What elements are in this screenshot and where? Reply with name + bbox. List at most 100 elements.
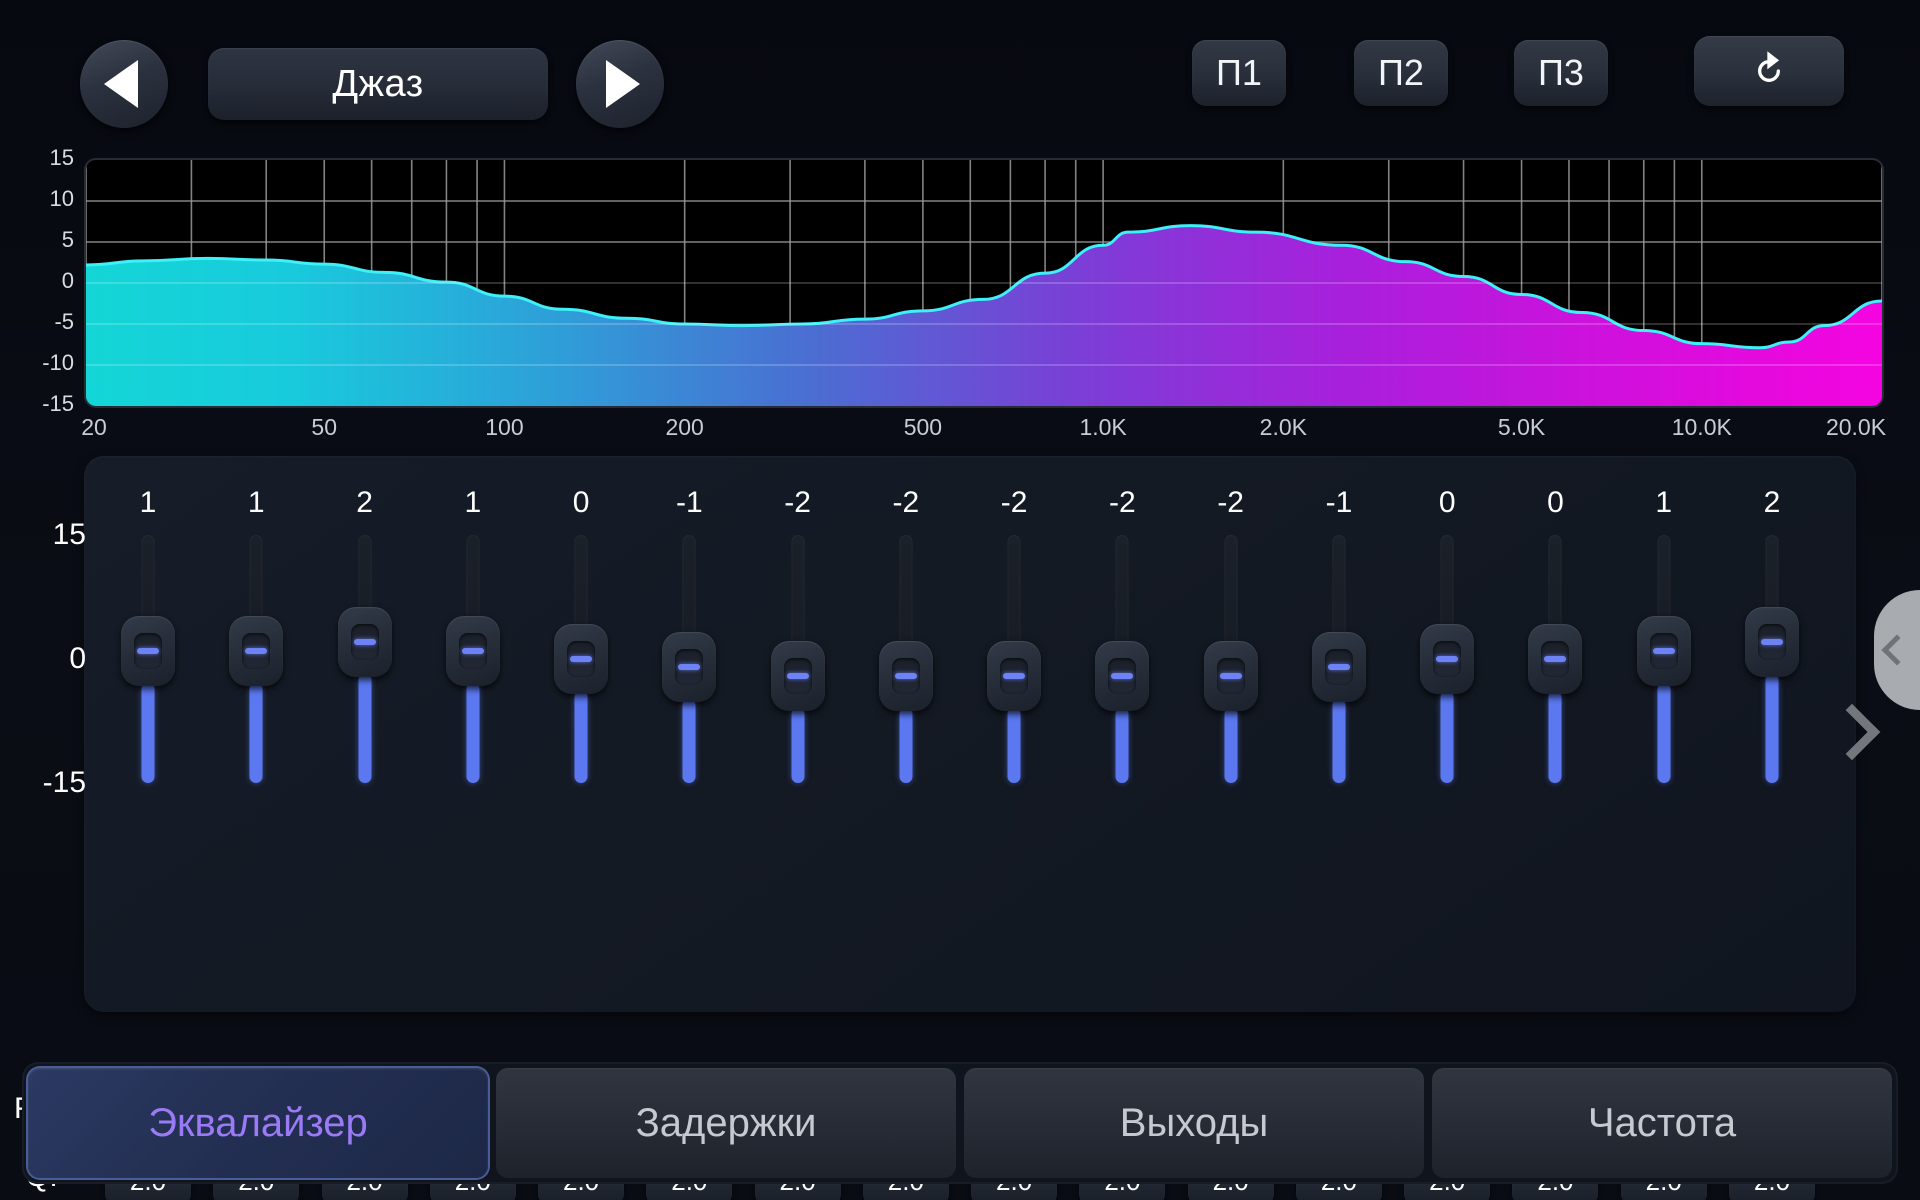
slider-fill	[1224, 707, 1238, 783]
slider-fill	[899, 707, 913, 783]
slider-thumb[interactable]	[445, 615, 500, 686]
slider-fill	[1657, 682, 1671, 783]
next-preset-button[interactable]	[576, 40, 664, 128]
slider-thumb[interactable]	[662, 632, 717, 703]
x-tick-label: 10.0K	[1671, 414, 1732, 440]
x-tick-label: 2.0K	[1259, 414, 1307, 440]
preset-slot-2-button[interactable]: П2	[1354, 40, 1448, 106]
slider-thumb[interactable]	[1311, 632, 1366, 703]
slider-fill	[1115, 707, 1129, 783]
frequency-response-plot	[84, 158, 1884, 408]
x-tick-label: 50	[311, 414, 338, 440]
gain-value: -1	[1325, 486, 1353, 519]
slider-fill	[682, 699, 696, 783]
slider-fill	[1548, 691, 1562, 783]
left-triangle-icon	[104, 60, 138, 108]
slider-thumb[interactable]	[554, 624, 609, 694]
graph-y-axis-labels: 15 10 5 0 -5 -10 -15	[10, 145, 76, 416]
eq-slider[interactable]	[1417, 535, 1477, 783]
graph-x-axis-labels: 20 50 100 200 500 1.0K 2.0K 5.0K 10.0K 20.0K	[0, 414, 1920, 448]
slider-thumb[interactable]	[987, 640, 1042, 711]
slider-fill	[1440, 691, 1454, 783]
slider-thumb[interactable]	[770, 640, 825, 711]
refresh-icon	[1758, 51, 1780, 82]
gain-value: 1	[247, 486, 265, 519]
slider-fill	[466, 682, 480, 783]
slider-scale-tick: 15	[52, 518, 86, 551]
x-tick-label: 200	[665, 414, 704, 440]
slider-fill	[1007, 707, 1021, 783]
eq-slider[interactable]	[1525, 535, 1585, 783]
slider-thumb[interactable]	[1203, 640, 1258, 711]
tab-2[interactable]: Выходы	[964, 1068, 1424, 1178]
tab-3[interactable]: Частота	[1432, 1068, 1892, 1178]
slider-fill	[1332, 699, 1346, 783]
top-bar: Джаз П1 П2 П3	[0, 0, 1920, 128]
slider-thumb[interactable]	[229, 615, 284, 686]
slider-thumb[interactable]	[337, 607, 392, 678]
slider-fill	[141, 682, 155, 783]
gain-value: 0	[572, 486, 590, 519]
slider-thumb[interactable]	[1420, 624, 1475, 694]
eq-slider[interactable]	[1742, 535, 1802, 783]
tab-1[interactable]: Задержки	[496, 1068, 956, 1178]
x-tick-label: 20.0K	[1825, 414, 1887, 440]
eq-slider[interactable]	[118, 535, 178, 783]
reset-button[interactable]	[1694, 36, 1844, 106]
slider-fill	[249, 682, 263, 783]
slider-thumb[interactable]	[1745, 607, 1799, 678]
eq-slider[interactable]	[876, 535, 936, 783]
preset-slot-3-button[interactable]: П3	[1514, 40, 1608, 106]
gain-values-row: 1 1 2 1 0 -1 -2 -2 -2 -2 -2 -1 0 0 1 2	[84, 486, 1856, 528]
gain-value: -2	[1000, 486, 1028, 519]
x-tick-label: 1.0K	[1079, 414, 1127, 440]
preset-name-field[interactable]: Джаз	[208, 48, 548, 120]
preset-name-label: Джаз	[332, 62, 424, 105]
eq-slider[interactable]	[768, 535, 828, 783]
bottom-tab-bar: Эквалайзер Задержки Выходы Частота	[22, 1062, 1898, 1184]
slider-thumb[interactable]	[121, 615, 175, 686]
y-tick-label: -10	[42, 350, 74, 375]
preset-slot-1-button[interactable]: П1	[1192, 40, 1286, 106]
slider-fill	[574, 691, 588, 783]
slider-thumb[interactable]	[1528, 624, 1583, 694]
response-curve-svg	[86, 160, 1882, 406]
right-triangle-icon	[606, 60, 640, 108]
eq-slider[interactable]	[1634, 535, 1694, 783]
slider-thumb[interactable]	[878, 640, 933, 711]
slider-thumb[interactable]	[1636, 615, 1691, 686]
eq-slider[interactable]	[226, 535, 286, 783]
x-tick-label: 500	[903, 414, 943, 440]
prev-preset-button[interactable]	[80, 40, 168, 128]
gain-value: 2	[356, 486, 373, 519]
tab-0[interactable]: Эквалайзер	[28, 1068, 488, 1178]
gain-value: 0	[1547, 486, 1564, 519]
eq-slider[interactable]	[1092, 535, 1152, 783]
y-tick-label: 0	[61, 268, 74, 293]
eq-slider[interactable]	[551, 535, 611, 783]
y-tick-label: -15	[42, 391, 74, 416]
eq-slider[interactable]	[335, 535, 395, 783]
x-tick-label: 20	[81, 414, 107, 440]
gain-value: -1	[675, 486, 703, 519]
eq-slider[interactable]	[443, 535, 503, 783]
eq-slider[interactable]	[1309, 535, 1369, 783]
y-tick-label: 15	[49, 145, 74, 170]
y-tick-label: 10	[49, 186, 74, 211]
eq-slider[interactable]	[1201, 535, 1261, 783]
gain-value: 0	[1438, 486, 1456, 519]
gain-value: -2	[892, 486, 920, 519]
slider-fill	[1765, 674, 1779, 783]
y-tick-label: -5	[54, 309, 74, 334]
slider-thumb[interactable]	[1095, 640, 1150, 711]
chevron-left-icon	[1881, 634, 1913, 666]
eq-slider[interactable]	[984, 535, 1044, 783]
slider-scale-tick: 0	[69, 642, 86, 675]
slider-scale-tick: -15	[42, 766, 86, 799]
edge-drawer-handle[interactable]	[1874, 590, 1920, 710]
x-tick-label: 5.0K	[1497, 414, 1546, 440]
gain-value: 2	[1763, 486, 1781, 519]
slider-fill	[791, 707, 805, 783]
eq-slider[interactable]	[659, 535, 719, 783]
